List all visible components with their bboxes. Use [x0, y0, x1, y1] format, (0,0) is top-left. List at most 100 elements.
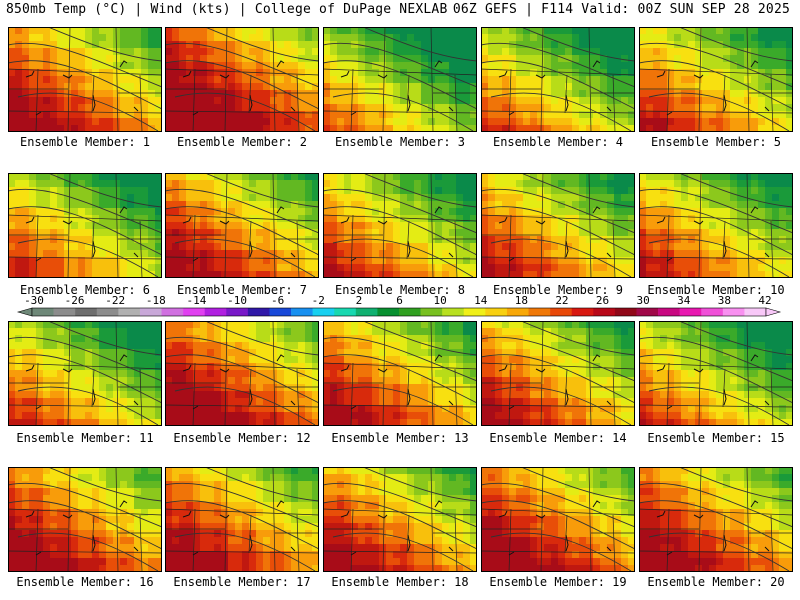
ensemble-map-panel — [481, 321, 635, 426]
temperature-map — [639, 321, 793, 426]
ensemble-member-label: Ensemble Member: 4 — [492, 135, 624, 149]
colorbar-segment — [204, 308, 227, 316]
colorbar-segment — [528, 308, 551, 316]
ensemble-map-panel — [8, 467, 162, 572]
colorbar-tick-label: 14 — [474, 294, 488, 307]
ensemble-map-panel — [165, 321, 319, 426]
colorbar-tick-label: -26 — [64, 294, 85, 307]
ensemble-map-panel — [481, 173, 635, 278]
colorbar-segment — [75, 308, 98, 316]
temperature-map — [323, 27, 477, 132]
ensemble-member-label: Ensemble Member: 17 — [173, 575, 311, 589]
header-title: 850mb Temp (°C) | Wind (kts) | College o… — [6, 2, 448, 17]
colorbar-segment — [247, 308, 270, 316]
ensemble-map-panel — [165, 467, 319, 572]
ensemble-member-label: Ensemble Member: 13 — [331, 431, 469, 445]
temperature-map — [481, 467, 635, 572]
ensemble-map-panel — [323, 467, 477, 572]
colorbar-tick-label: -30 — [24, 294, 44, 307]
colorbar-tick-label: 18 — [514, 294, 528, 307]
colorbar-tick-label: -14 — [186, 294, 207, 307]
colorbar-segment — [183, 308, 206, 316]
colorbar-segment — [32, 308, 54, 316]
ensemble-map-panel — [639, 321, 793, 426]
ensemble-member-label: Ensemble Member: 1 — [19, 135, 151, 149]
colorbar-tick-label: 34 — [677, 294, 691, 307]
ensemble-map-panel — [639, 27, 793, 132]
ensemble-map-panel — [8, 173, 162, 278]
ensemble-member-label: Ensemble Member: 19 — [489, 575, 627, 589]
temperature-map — [481, 173, 635, 278]
colorbar-segment — [420, 308, 443, 316]
colorbar-segment — [463, 308, 486, 316]
colorbar-segment — [269, 308, 292, 316]
colorbar-segment — [442, 308, 465, 316]
colorbar-tick-label: 42 — [758, 294, 772, 307]
temperature-colorbar: -30 -26 -22 -18 -14 -10 -6 -2 2 6 10 14 18 22 26 30 34 38… — [0, 294, 800, 318]
ensemble-member-label: Ensemble Member: 12 — [173, 431, 311, 445]
ensemble-map-panel — [639, 467, 793, 572]
temperature-map — [323, 467, 477, 572]
temperature-map — [481, 27, 635, 132]
colorbar-segment — [312, 308, 335, 316]
colorbar-segment — [291, 308, 313, 316]
temperature-map — [165, 321, 319, 426]
ensemble-member-label: Ensemble Member: 9 — [492, 283, 624, 297]
ensemble-member-label: Ensemble Member: 5 — [650, 135, 782, 149]
ensemble-member-label: Ensemble Member: 2 — [176, 135, 308, 149]
ensemble-map-panel — [8, 321, 162, 426]
colorbar-tick-label: -6 — [271, 294, 285, 307]
colorbar-segment — [550, 308, 573, 316]
colorbar-segment — [118, 308, 141, 316]
ensemble-member-label: Ensemble Member: 7 — [176, 283, 308, 297]
colorbar-segment — [377, 308, 400, 316]
temperature-map — [639, 27, 793, 132]
colorbar-segment — [139, 308, 162, 316]
colorbar-segment — [722, 308, 745, 316]
colorbar-segment — [679, 308, 702, 316]
ensemble-member-label: Ensemble Member: 11 — [16, 431, 154, 445]
colorbar-segment — [53, 308, 76, 316]
colorbar-segment — [636, 308, 659, 316]
ensemble-member-label: Ensemble Member: 15 — [647, 431, 785, 445]
colorbar-left-arrow — [16, 307, 33, 317]
colorbar-tick-label: 10 — [433, 294, 447, 307]
colorbar-svg — [16, 307, 782, 317]
colorbar-tick-label: -18 — [145, 294, 166, 307]
colorbar-segment — [355, 308, 378, 316]
ensemble-map-panel — [165, 27, 319, 132]
ensemble-map-panel — [323, 321, 477, 426]
colorbar-tick-label: -22 — [105, 294, 126, 307]
ensemble-map-panel — [481, 467, 635, 572]
colorbar-segment — [701, 308, 724, 316]
ensemble-member-label: Ensemble Member: 10 — [647, 283, 785, 297]
ensemble-map-panel — [323, 173, 477, 278]
colorbar-right-arrow — [765, 307, 782, 317]
temperature-map — [481, 321, 635, 426]
ensemble-map-panel — [323, 27, 477, 132]
temperature-map — [639, 467, 793, 572]
temperature-map — [165, 173, 319, 278]
ensemble-map-panel — [481, 27, 635, 132]
colorbar-segment — [399, 308, 421, 316]
colorbar-segment — [658, 308, 680, 316]
temperature-map — [165, 27, 319, 132]
colorbar-tick-label: -2 — [311, 294, 325, 307]
temperature-map — [8, 321, 162, 426]
colorbar-segment — [226, 308, 249, 316]
temperature-map — [8, 467, 162, 572]
colorbar-segment — [334, 308, 357, 316]
ensemble-member-label: Ensemble Member: 16 — [16, 575, 154, 589]
temperature-map — [8, 173, 162, 278]
header-run-info: 06Z GEFS | F114 Valid: 00Z SUN SEP 28 20… — [452, 2, 790, 17]
colorbar-segment — [571, 308, 594, 316]
ensemble-member-label: Ensemble Member: 14 — [489, 431, 627, 445]
colorbar-segment — [614, 308, 637, 316]
temperature-map — [8, 27, 162, 132]
temperature-map — [639, 173, 793, 278]
colorbar-tick-label: 6 — [396, 294, 403, 307]
colorbar-segment — [161, 308, 184, 316]
colorbar-tick-label: 22 — [555, 294, 569, 307]
temperature-map — [323, 321, 477, 426]
